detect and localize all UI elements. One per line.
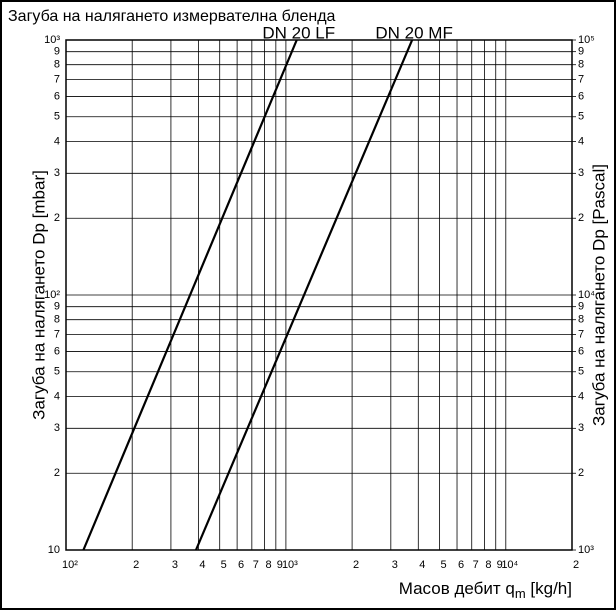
- x-tick-label: 4: [419, 559, 425, 571]
- y-tick-label: 5: [54, 366, 60, 378]
- data-line: [194, 39, 414, 551]
- x-tick-label: 10²: [62, 559, 78, 571]
- y-tick-label: 10³: [44, 34, 60, 46]
- y2-tick-label: 3: [578, 167, 584, 179]
- y-tick-label: 4: [54, 135, 60, 147]
- y-tick-label: 3: [54, 167, 60, 179]
- x-tick-label: 8: [266, 559, 272, 571]
- y2-tick-label: 4: [578, 135, 584, 147]
- y2-tick-label: 7: [578, 73, 584, 85]
- y-tick-label: 2: [54, 212, 60, 224]
- y-tick-label: 7: [54, 328, 60, 340]
- x-tick-label: 5: [221, 559, 227, 571]
- y2-tick-label: 10⁴: [578, 289, 595, 301]
- x-label-after: [kg/h]: [526, 579, 572, 598]
- x-tick-label: 3: [392, 559, 398, 571]
- y2-tick-label: 5: [578, 111, 584, 123]
- chart-title: Загуба на налягането измервателна бленда: [8, 8, 336, 25]
- x-tick-label: 7: [473, 559, 479, 571]
- y2-tick-label: 4: [578, 390, 584, 402]
- series-label: DN 20 MF: [375, 23, 452, 42]
- y-tick-label: 10: [48, 544, 60, 556]
- x-tick-label: 2: [133, 559, 139, 571]
- y-tick-label: 6: [54, 345, 60, 357]
- y-tick-label: 10²: [44, 289, 60, 301]
- y2-axis-label: Загуба на налягането Dp [Pascal]: [589, 164, 608, 426]
- data-line: [82, 39, 298, 551]
- x-tick-label: 2: [573, 559, 579, 571]
- y-tick-label: 8: [54, 314, 60, 326]
- y-tick-label: 6: [54, 90, 60, 102]
- y2-tick-label: 2: [578, 212, 584, 224]
- x-tick-label: 7: [253, 559, 259, 571]
- x-tick-label: 10³: [282, 559, 298, 571]
- x-tick-label: 4: [199, 559, 205, 571]
- y2-tick-label: 6: [578, 90, 584, 102]
- y2-tick-label: 3: [578, 422, 584, 434]
- y2-tick-label: 8: [578, 59, 584, 71]
- x-tick-label: 5: [441, 559, 447, 571]
- y2-tick-label: 2: [578, 467, 584, 479]
- x-tick-label: 9: [277, 559, 283, 571]
- y-tick-label: 5: [54, 111, 60, 123]
- y-tick-label: 2: [54, 467, 60, 479]
- x-tick-label: 6: [238, 559, 244, 571]
- y2-tick-label: 7: [578, 328, 584, 340]
- y2-tick-label: 9: [578, 301, 584, 313]
- y-tick-label: 3: [54, 422, 60, 434]
- y-tick-label: 4: [54, 390, 60, 402]
- x-tick-label: 3: [172, 559, 178, 571]
- x-axis-label: Масов дебит qm [kg/h]: [399, 579, 572, 601]
- y2-tick-label: 9: [578, 46, 584, 58]
- y2-tick-label: 6: [578, 345, 584, 357]
- x-tick-label: 2: [353, 559, 359, 571]
- y-tick-label: 9: [54, 301, 60, 313]
- x-label-text: Масов дебит q: [399, 579, 515, 598]
- y2-tick-label: 5: [578, 366, 584, 378]
- y-tick-label: 8: [54, 59, 60, 71]
- y-axis-label: Загуба на налягането Dp [mbar]: [29, 170, 48, 420]
- x-label-sub: m: [515, 586, 526, 601]
- y2-tick-label: 8: [578, 314, 584, 326]
- x-tick-label: 10⁴: [501, 559, 518, 571]
- x-tick-label: 8: [485, 559, 491, 571]
- series-label: DN 20 LF: [262, 23, 335, 42]
- y-tick-label: 9: [54, 46, 60, 58]
- y-tick-label: 7: [54, 73, 60, 85]
- x-tick-label: 6: [458, 559, 464, 571]
- y2-tick-label: 10³: [578, 544, 594, 556]
- x-tick-label: 9: [497, 559, 503, 571]
- y2-tick-label: 10⁵: [578, 34, 595, 46]
- plot-border: [65, 39, 573, 551]
